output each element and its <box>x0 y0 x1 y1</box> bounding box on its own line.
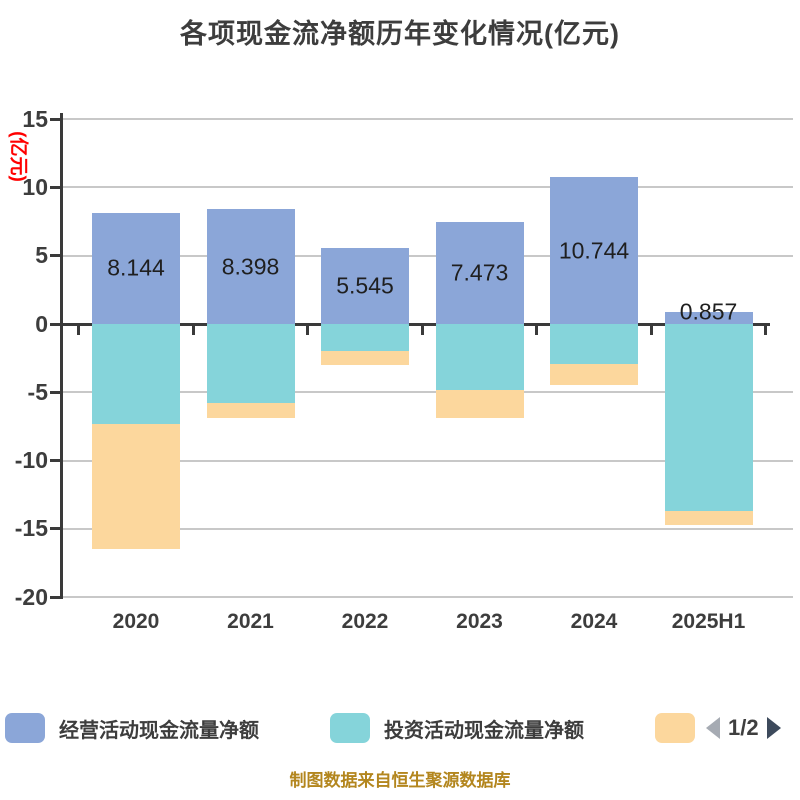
bar-value-label-2020: 8.144 <box>107 254 165 281</box>
y-tick-0 <box>50 322 62 326</box>
bar-third-2021[interactable] <box>206 403 295 419</box>
y-tick--15 <box>50 527 62 531</box>
x-axis-zero-line <box>62 322 770 326</box>
bar-value-label-2023: 7.473 <box>450 259 509 286</box>
bar-third-2020[interactable] <box>92 423 180 550</box>
y-tick-label--20: -20 <box>14 583 48 610</box>
bar-operating-2024[interactable] <box>550 177 638 324</box>
gridline-y-15 <box>62 118 793 121</box>
y-tick-5 <box>50 254 62 258</box>
x-boundary-tick-6 <box>764 324 768 335</box>
y-tick--20 <box>50 595 62 599</box>
legend-label-operating: 经营活动现金流量净额 <box>59 719 259 742</box>
legend-prev-arrow-icon[interactable] <box>706 717 720 739</box>
x-boundary-tick-2 <box>306 324 310 335</box>
plot-area: 15 10 5 0 -5 -10 -15 -20 8.144 2020 8.398 2021 5.545… <box>14 105 793 633</box>
bar-third-2023[interactable] <box>435 389 524 419</box>
y-tick-label--10: -10 <box>14 447 48 474</box>
legend-swatch-investing-icon <box>330 713 370 743</box>
source-note: 制图数据来自恒生聚源数据库 <box>289 771 511 790</box>
gridline-y--10 <box>62 459 793 462</box>
legend-next-arrow-icon[interactable] <box>766 717 781 739</box>
y-tick-label--15: -15 <box>14 515 48 542</box>
gridline-y--5 <box>62 391 793 394</box>
chart-title: 各项现金流净额历年变化情况(亿元) <box>180 19 620 49</box>
y-axis-line <box>60 113 63 600</box>
x-axis-label-2025H1: 2025H1 <box>671 610 746 633</box>
bar-operating-2021[interactable] <box>206 209 295 324</box>
bar-third-2022[interactable] <box>321 351 409 365</box>
y-tick-10 <box>50 185 62 189</box>
y-tick-15 <box>50 117 62 121</box>
bar-operating-2020[interactable] <box>92 212 180 324</box>
legend-item-operating[interactable]: 经营活动现金流量净额 <box>5 712 259 744</box>
gridline-y--20 <box>62 596 793 599</box>
bar-investing-2020[interactable] <box>92 324 180 424</box>
bar-value-label-2022: 5.545 <box>336 272 394 299</box>
legend-item-investing[interactable]: 投资活动现金流量净额 <box>330 712 584 744</box>
bar-investing-2025H1[interactable] <box>664 324 753 512</box>
bar-operating-2023[interactable] <box>435 221 524 324</box>
legend-item-unlabeled[interactable] <box>655 712 709 744</box>
bar-investing-2023[interactable] <box>435 324 524 390</box>
bar-operating-2025H1[interactable] <box>664 312 753 324</box>
bar-investing-2024[interactable] <box>550 324 638 364</box>
legend: 经营活动现金流量净额 投资活动现金流量净额 1/2 <box>0 712 800 748</box>
x-axis-label-2023: 2023 <box>456 610 503 633</box>
x-boundary-tick-5 <box>649 324 653 335</box>
legend-label-investing: 投资活动现金流量净额 <box>384 719 584 742</box>
bar-value-label-2025H1: 0.857 <box>679 298 738 325</box>
bar-operating-2022[interactable] <box>321 248 409 324</box>
gridline-y-10 <box>62 186 793 189</box>
x-boundary-tick-4 <box>535 324 539 335</box>
bar-third-2024[interactable] <box>550 363 638 386</box>
bar-value-label-2021: 8.398 <box>221 253 280 280</box>
legend-swatch-unlabeled-icon <box>655 713 695 743</box>
y-tick-label-0: 0 <box>35 310 48 337</box>
x-axis-label-2020: 2020 <box>112 610 160 633</box>
y-tick--10 <box>50 459 62 463</box>
y-tick-label-5: 5 <box>35 242 48 269</box>
y-tick--5 <box>50 390 62 394</box>
bar-third-2025H1[interactable] <box>664 511 753 525</box>
x-boundary-tick-3 <box>420 324 424 335</box>
x-axis-label-2022: 2022 <box>341 610 389 633</box>
x-boundary-tick-0 <box>77 324 81 335</box>
gridline-y--15 <box>62 527 793 530</box>
x-axis-label-2021: 2021 <box>227 610 274 633</box>
legend-page-indicator: 1/2 <box>728 715 759 740</box>
bar-investing-2022[interactable] <box>321 324 409 352</box>
x-boundary-tick-1 <box>191 324 195 335</box>
x-axis-label-2024: 2024 <box>570 610 618 633</box>
gridline-y-5 <box>62 254 793 257</box>
y-tick-label-10: 10 <box>22 173 48 200</box>
legend-pager: 1/2 <box>706 712 781 744</box>
bar-value-label-2024: 10.744 <box>558 237 630 264</box>
legend-swatch-operating-icon <box>5 713 45 743</box>
bar-investing-2021[interactable] <box>206 324 295 404</box>
y-tick-label-15: 15 <box>22 105 48 132</box>
y-tick-label--5: -5 <box>27 378 48 405</box>
